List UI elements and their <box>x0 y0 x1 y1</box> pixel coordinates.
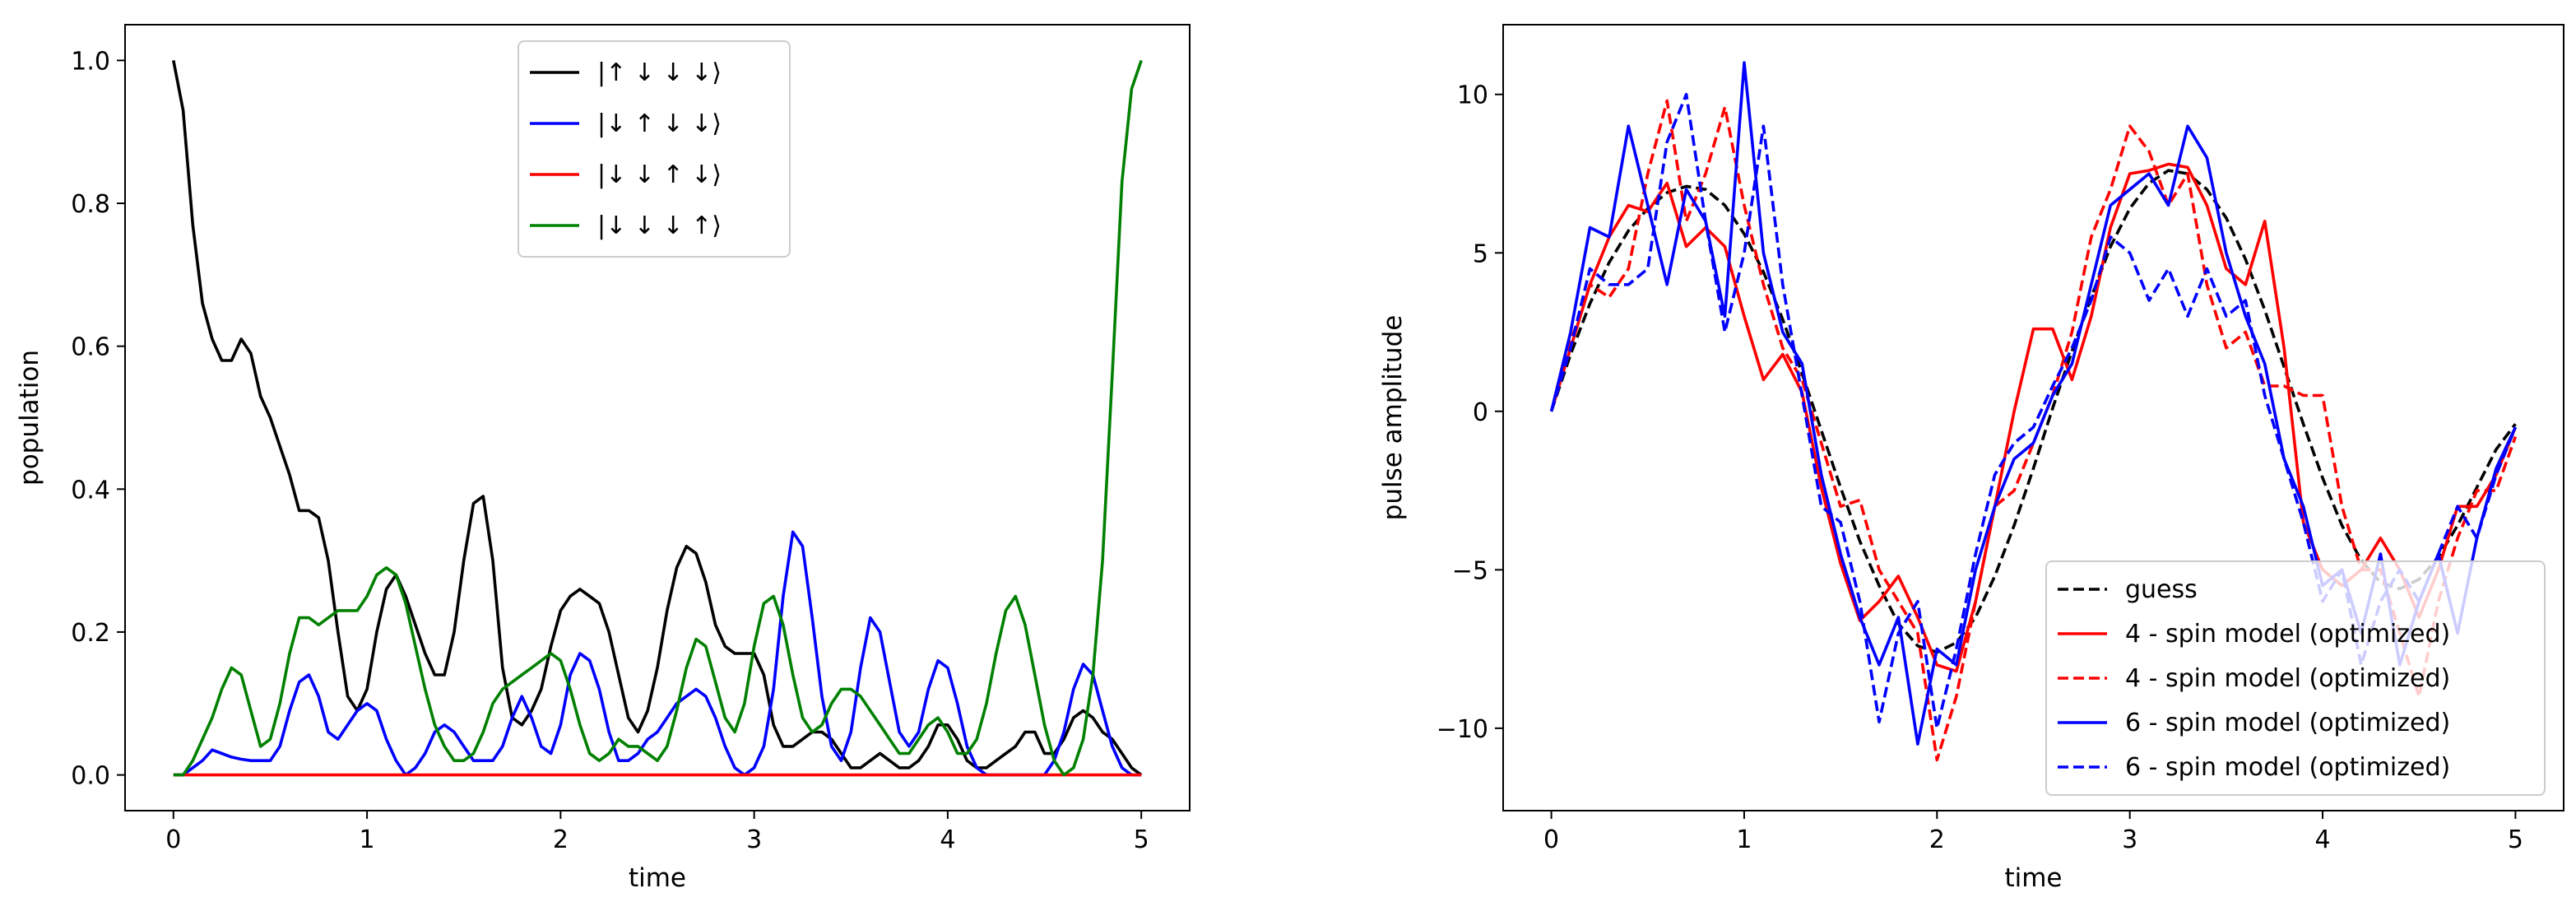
series-line-3 <box>173 59 1143 777</box>
series-line-2 <box>1549 99 2518 762</box>
y-tick-label: −10 <box>1437 715 1488 744</box>
pulse-amplitude-plot: 0 1 2 3 4 5 −10 −5 0 5 10 time pulse amplitude guess 4… <box>1378 24 2564 893</box>
y-tick-label: 0.0 <box>71 762 110 791</box>
population-plot: 0 1 2 3 4 5 0.0 0.2 0.4 0.6 0.8 1.0 time population |↑… <box>15 24 1191 893</box>
x-tick-label: 3 <box>2122 825 2137 854</box>
y-tick-label: 0 <box>1473 398 1488 427</box>
y-tick-label: 0.2 <box>71 619 110 648</box>
x-tick-label: 2 <box>553 825 569 854</box>
y-tick-label: 10 <box>1457 81 1488 110</box>
y-tick-label: 0.8 <box>71 190 110 219</box>
x-tick-label: 4 <box>2314 825 2330 854</box>
x-axis-label: time <box>2004 863 2062 893</box>
legend-entry-label: |↓ ↓ ↓ ↑⟩ <box>597 212 722 240</box>
legend-entry-label: guess <box>2125 575 2198 604</box>
y-tick-label: 0.6 <box>71 333 110 362</box>
y-tick-label: 5 <box>1473 239 1488 268</box>
series-line-0 <box>172 60 1143 777</box>
legend-entry-label: |↓ ↑ ↓ ↓⟩ <box>597 109 722 138</box>
plot-area <box>172 59 1143 777</box>
legend-entry-label: 4 - spin model (optimized) <box>2125 664 2450 693</box>
legend-entry-label: 4 - spin model (optimized) <box>2125 620 2450 649</box>
axes-frame <box>1502 24 2564 811</box>
x-tick-label: 0 <box>1543 825 1559 854</box>
y-tick-label: 0.4 <box>71 476 110 504</box>
x-tick-label: 1 <box>360 825 375 854</box>
y-axis-label: population <box>15 350 44 486</box>
legend: guess 4 - spin model (optimized) 4 - spin … <box>2045 560 2546 796</box>
legend-entry-label: 6 - spin model (optimized) <box>2125 753 2450 782</box>
y-tick-label: −5 <box>1452 556 1488 585</box>
legend-entry-label: |↑ ↓ ↓ ↓⟩ <box>597 58 722 87</box>
legend-box <box>518 40 791 258</box>
x-axis-label: time <box>629 863 686 893</box>
x-tick-label: 2 <box>1929 825 1945 854</box>
x-tick-label: 3 <box>746 825 762 854</box>
x-tick-label: 0 <box>165 825 181 854</box>
legend-box <box>2045 560 2546 796</box>
legend-entry-label: |↓ ↓ ↑ ↓⟩ <box>597 160 722 189</box>
x-tick-label: 1 <box>1736 825 1752 854</box>
axes-frame <box>124 24 1191 811</box>
legend: |↑ ↓ ↓ ↓⟩ |↓ ↑ ↓ ↓⟩ |↓ ↓ ↑ ↓⟩ |↓ ↓ ↓ ↑⟩ <box>518 40 791 258</box>
x-tick-label: 5 <box>1134 825 1149 854</box>
series-line-1 <box>173 530 1142 777</box>
legend-entry-label: 6 - spin model (optimized) <box>2125 709 2450 737</box>
y-tick-label: 1.0 <box>71 47 110 76</box>
y-axis-label: pulse amplitude <box>1378 315 1408 521</box>
x-tick-label: 4 <box>940 825 955 854</box>
x-tick-label: 5 <box>2508 825 2523 854</box>
